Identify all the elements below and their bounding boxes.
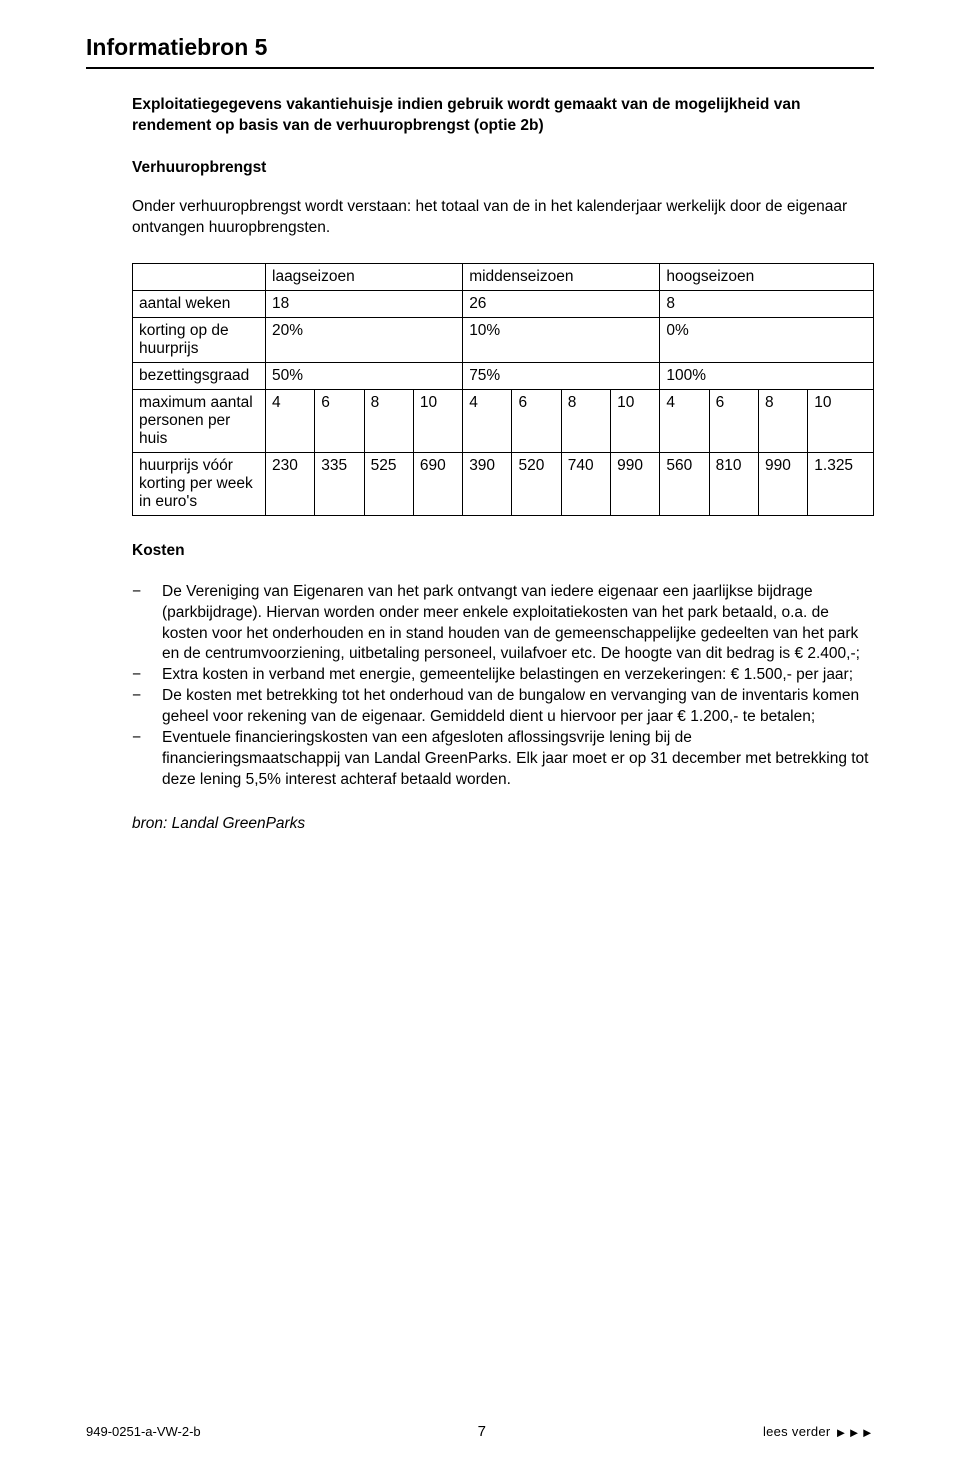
- cell: 10: [611, 389, 660, 452]
- footer-page-number: 7: [478, 1423, 486, 1440]
- dash-icon: −: [132, 665, 162, 686]
- cell: 6: [315, 389, 364, 452]
- row-label: korting op de huurprijs: [133, 317, 266, 362]
- header-middenseizoen: middenseizoen: [463, 263, 660, 290]
- page-footer: 949-0251-a-VW-2-b 7 lees verder ►►►: [86, 1423, 874, 1440]
- dash-icon: −: [132, 582, 162, 666]
- list-item: − De Vereniging van Eigenaren van het pa…: [132, 582, 874, 666]
- cell: 990: [758, 452, 807, 515]
- subheading-verhuuropbrengst: Verhuuropbrengst: [86, 159, 874, 177]
- list-text: Eventuele financieringskosten van een af…: [162, 728, 874, 791]
- cell: 50%: [266, 362, 463, 389]
- cell: 8: [660, 290, 874, 317]
- list-text: Extra kosten in verband met energie, gem…: [162, 665, 874, 686]
- row-label: aantal weken: [133, 290, 266, 317]
- cell: 690: [413, 452, 462, 515]
- cell: 18: [266, 290, 463, 317]
- cell: 10: [808, 389, 874, 452]
- table-row: maximum aantal personen per huis 4 6 8 1…: [133, 389, 874, 452]
- cell: 8: [561, 389, 610, 452]
- table-row: huurprijs vóór korting per week in euro'…: [133, 452, 874, 515]
- list-item: − Eventuele financieringskosten van een …: [132, 728, 874, 791]
- exploitation-table: laagseizoen middenseizoen hoogseizoen aa…: [132, 263, 874, 516]
- dash-icon: −: [132, 728, 162, 791]
- row-label: bezettingsgraad: [133, 362, 266, 389]
- table-row: bezettingsgraad 50% 75% 100%: [133, 362, 874, 389]
- footer-doc-code: 949-0251-a-VW-2-b: [86, 1424, 201, 1439]
- list-item: − Extra kosten in verband met energie, g…: [132, 665, 874, 686]
- cell: 520: [512, 452, 561, 515]
- intro-paragraph: Onder verhuuropbrengst wordt verstaan: h…: [86, 197, 874, 239]
- intro-bold: Exploitatiegegevens vakantiehuisje indie…: [86, 95, 874, 137]
- row-label: maximum aantal personen per huis: [133, 389, 266, 452]
- cell: 100%: [660, 362, 874, 389]
- list-text: De Vereniging van Eigenaren van het park…: [162, 582, 874, 666]
- cell: 560: [660, 452, 709, 515]
- footer-continue: lees verder ►►►: [763, 1424, 874, 1439]
- cell: 10: [413, 389, 462, 452]
- source-line: bron: Landal GreenParks: [86, 815, 874, 833]
- header-hoogseizoen: hoogseizoen: [660, 263, 874, 290]
- table-row: korting op de huurprijs 20% 10% 0%: [133, 317, 874, 362]
- table-container: laagseizoen middenseizoen hoogseizoen aa…: [86, 263, 874, 516]
- list-text: De kosten met betrekking tot het onderho…: [162, 686, 874, 728]
- row-label: huurprijs vóór korting per week in euro'…: [133, 452, 266, 515]
- cell: 990: [611, 452, 660, 515]
- arrow-icon: ►►►: [834, 1425, 874, 1440]
- heading-rule: [86, 67, 874, 69]
- cell: 6: [709, 389, 758, 452]
- cell: 810: [709, 452, 758, 515]
- cell: 1.325: [808, 452, 874, 515]
- cell: 6: [512, 389, 561, 452]
- dash-icon: −: [132, 686, 162, 728]
- cell: 10%: [463, 317, 660, 362]
- kosten-list: − De Vereniging van Eigenaren van het pa…: [86, 582, 874, 791]
- cell: 740: [561, 452, 610, 515]
- cell: 335: [315, 452, 364, 515]
- cell: 4: [266, 389, 315, 452]
- cell: 4: [660, 389, 709, 452]
- cell: 20%: [266, 317, 463, 362]
- header-laagseizoen: laagseizoen: [266, 263, 463, 290]
- cell: 8: [364, 389, 413, 452]
- page-heading: Informatiebron 5: [86, 34, 874, 61]
- cell: 26: [463, 290, 660, 317]
- cell: 8: [758, 389, 807, 452]
- cell: 390: [463, 452, 512, 515]
- subheading-kosten: Kosten: [86, 542, 874, 560]
- cell: 0%: [660, 317, 874, 362]
- table-header-row: laagseizoen middenseizoen hoogseizoen: [133, 263, 874, 290]
- cell: 525: [364, 452, 413, 515]
- table-row: aantal weken 18 26 8: [133, 290, 874, 317]
- cell: 4: [463, 389, 512, 452]
- cell: 75%: [463, 362, 660, 389]
- header-blank: [133, 263, 266, 290]
- cell: 230: [266, 452, 315, 515]
- lees-verder-text: lees verder: [763, 1424, 831, 1439]
- list-item: − De kosten met betrekking tot het onder…: [132, 686, 874, 728]
